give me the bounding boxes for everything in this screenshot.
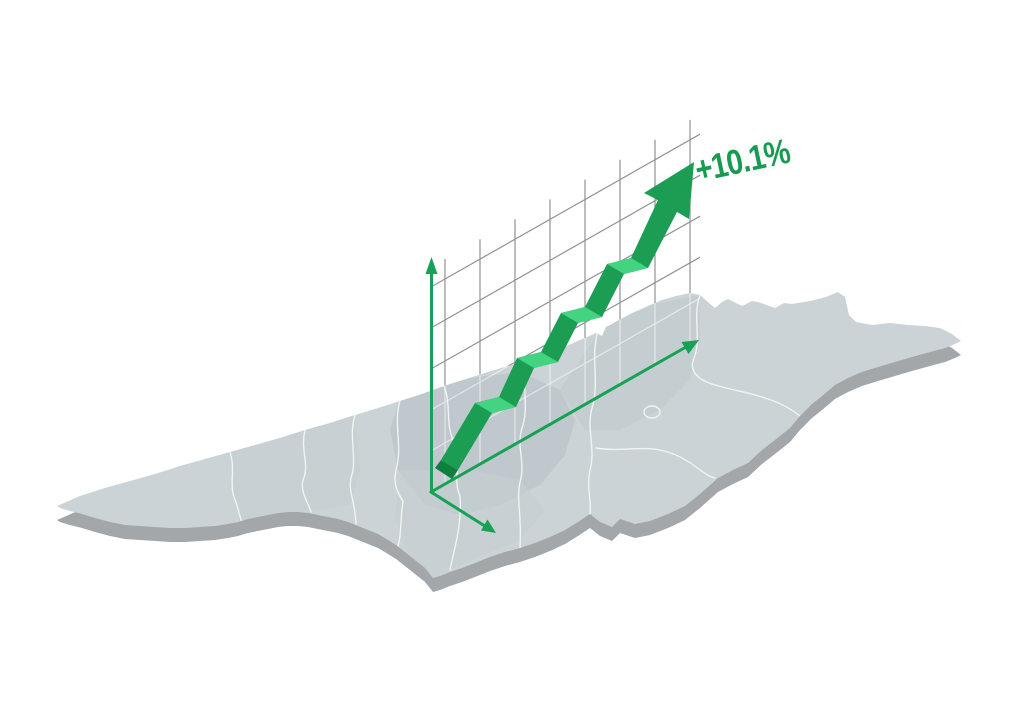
region-border — [349, 414, 357, 525]
growth-arrow-step-3 — [561, 307, 602, 323]
region-border — [517, 359, 529, 549]
x-axis-arrowhead — [681, 340, 699, 354]
region-tint-west — [230, 415, 360, 522]
growth-label: +10.1% — [691, 131, 793, 189]
z-axis — [429, 490, 486, 527]
region-border — [587, 330, 599, 515]
region-border — [595, 447, 716, 479]
growth-arrow — [435, 162, 694, 479]
x-axis — [429, 345, 688, 494]
arrow-start-cap — [435, 460, 458, 479]
region-tint-south — [395, 470, 545, 578]
georgia-map — [57, 292, 961, 592]
y-axis-arrowhead — [425, 257, 438, 274]
region-border-capital — [643, 405, 661, 419]
region-borders — [229, 294, 801, 571]
z-axis-arrowhead — [481, 519, 496, 533]
chart-axes — [425, 257, 699, 533]
growth-arrow-step-1 — [475, 397, 516, 413]
growth-arrow-step-4 — [607, 258, 648, 274]
region-border — [301, 429, 312, 513]
region-border — [691, 294, 801, 417]
region-border — [394, 400, 404, 547]
region-border — [229, 451, 243, 523]
growth-arrow-step-2 — [517, 352, 558, 368]
